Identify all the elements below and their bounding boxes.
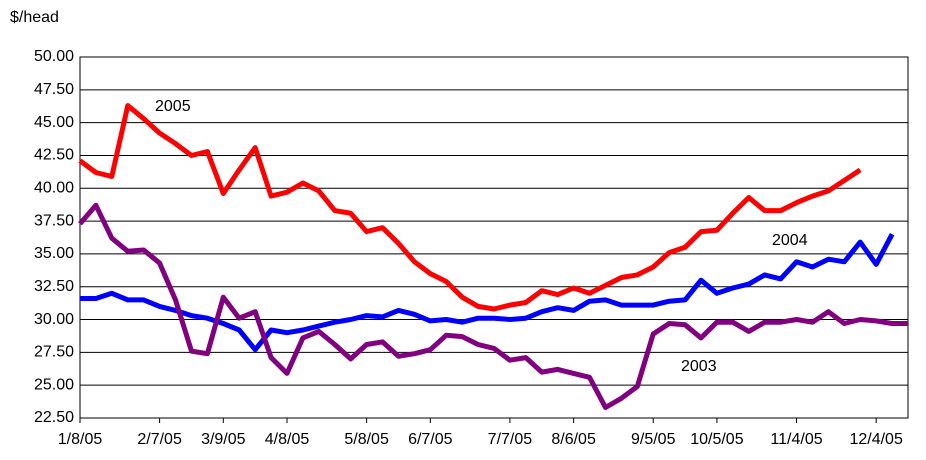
y-tick-label: 45.00 <box>34 114 74 131</box>
series-label: 2003 <box>681 358 717 375</box>
x-tick-label: 3/9/05 <box>201 431 246 448</box>
series-label: 2004 <box>772 232 808 249</box>
y-tick-label: 37.50 <box>34 212 74 229</box>
x-tick-label: 11/4/05 <box>770 431 822 448</box>
y-tick-label: 30.00 <box>34 311 74 328</box>
y-tick-label: 35.00 <box>34 245 74 262</box>
series-line <box>80 233 895 353</box>
series-line <box>78 202 908 410</box>
x-tick-label: 4/8/05 <box>265 431 310 448</box>
series-line <box>78 103 862 312</box>
series-label: 2005 <box>155 98 191 115</box>
plot-border <box>79 56 909 419</box>
x-tick-label: 12/4/05 <box>849 431 902 448</box>
y-tick-label: 22.50 <box>34 409 74 426</box>
y-tick-label: 50.00 <box>34 48 74 65</box>
x-tick-label: 1/8/05 <box>58 431 103 448</box>
y-tick-label: 42.50 <box>34 147 74 164</box>
y-tick-label: 25.00 <box>34 376 74 393</box>
y-tick-label: 47.50 <box>34 81 74 98</box>
x-tick-label: 10/5/05 <box>690 431 743 448</box>
y-tick-label: 27.50 <box>34 344 74 361</box>
x-tick-label: 2/7/05 <box>137 431 182 448</box>
x-tick-label: 5/8/05 <box>344 431 389 448</box>
x-tick-label: 8/6/05 <box>551 431 596 448</box>
x-tick-label: 9/5/05 <box>631 431 676 448</box>
x-tick-label: 7/7/05 <box>488 431 533 448</box>
y-tick-label: 32.50 <box>34 278 74 295</box>
y-tick-label: 40.00 <box>34 179 74 196</box>
x-tick-label: 6/7/05 <box>408 431 453 448</box>
y-axis-label: $/head <box>10 9 59 26</box>
